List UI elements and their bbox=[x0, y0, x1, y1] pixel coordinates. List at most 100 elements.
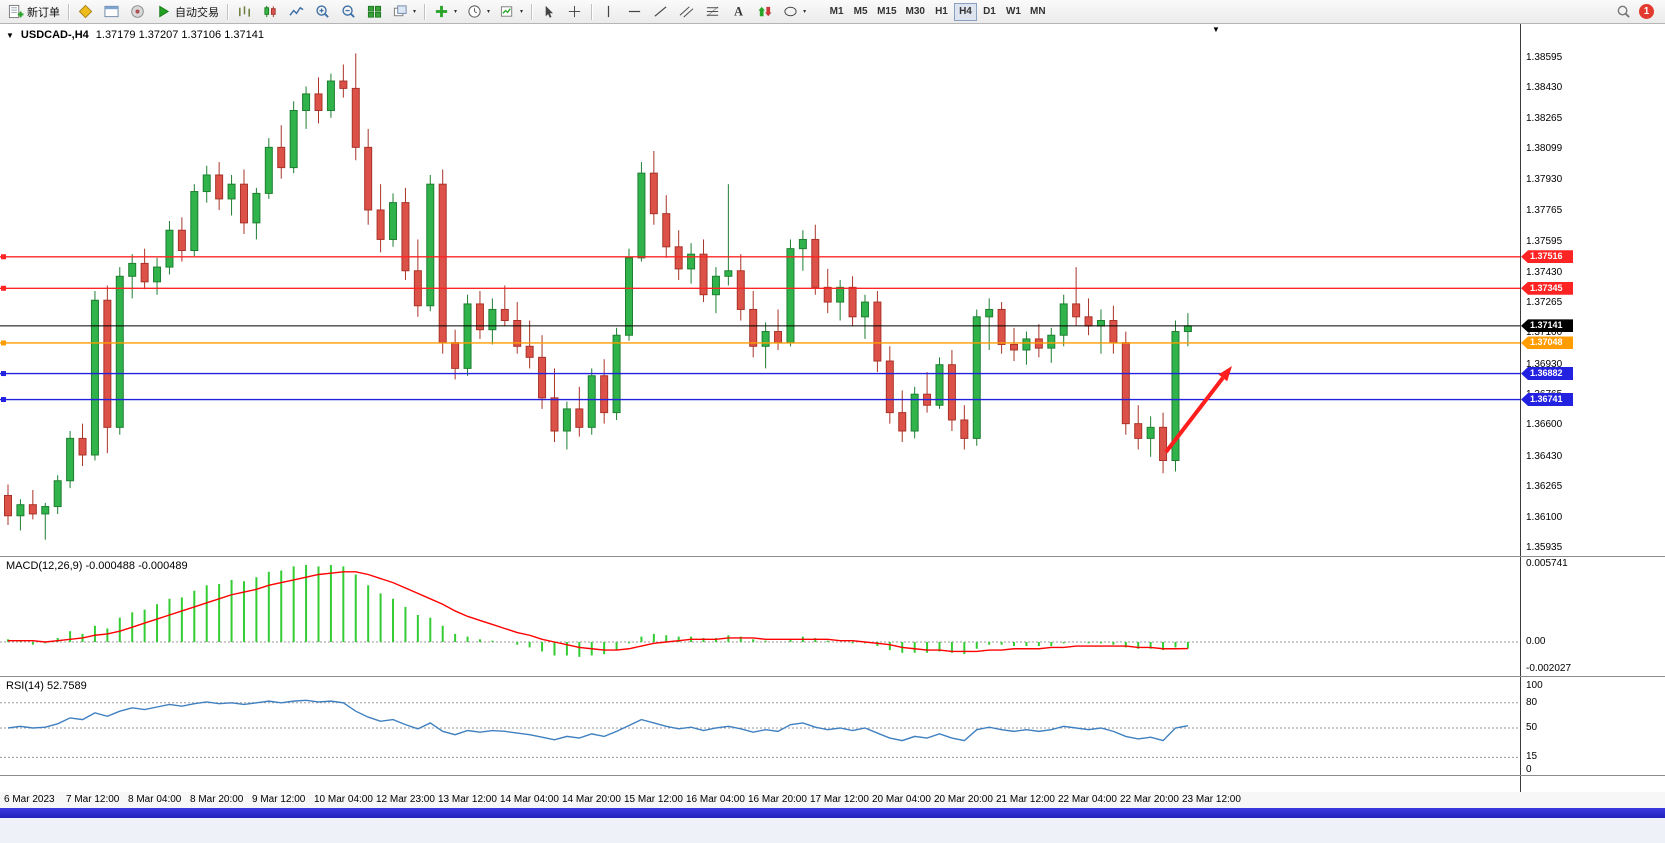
price-tick-label: 1.37765 bbox=[1526, 204, 1563, 216]
macd-panel[interactable] bbox=[0, 557, 1520, 676]
price-tag[interactable]: 1.37048 bbox=[1521, 336, 1573, 350]
trendline-button[interactable] bbox=[648, 1, 673, 22]
horizontal-lines[interactable] bbox=[0, 254, 1520, 403]
price-tag[interactable]: 1.37141 bbox=[1521, 319, 1573, 333]
cursor-button[interactable] bbox=[536, 1, 561, 22]
auto-trading-label: 自动交易 bbox=[175, 6, 219, 19]
price-tag[interactable]: 1.37516 bbox=[1521, 250, 1573, 264]
macd-label: MACD(12,26,9) -0.000488 -0.000489 bbox=[6, 560, 188, 572]
price-tick-label: 1.37265 bbox=[1526, 296, 1563, 308]
toolbar-separator bbox=[424, 3, 426, 20]
panel-separator[interactable] bbox=[0, 556, 1665, 557]
timeframe-button-M5[interactable]: M5 bbox=[849, 3, 872, 21]
crosshair-icon bbox=[568, 5, 581, 18]
timeframe-button-M1[interactable]: M1 bbox=[825, 3, 848, 21]
time-axis-label: 23 Mar 12:00 bbox=[1182, 794, 1241, 805]
templates-icon bbox=[500, 6, 513, 17]
fibonacci-button[interactable] bbox=[700, 1, 725, 22]
rsi-axis-label: 15 bbox=[1526, 751, 1538, 763]
price-tag[interactable]: 1.36741 bbox=[1521, 393, 1573, 407]
time-axis-label: 13 Mar 12:00 bbox=[438, 794, 497, 805]
indicators-button[interactable]: ▾ bbox=[429, 1, 461, 22]
timeframe-button-M15[interactable]: M15 bbox=[873, 3, 900, 21]
market-watch-button[interactable] bbox=[73, 1, 98, 22]
timeframe-toolbar: M1 M5 M15 M30 H1 H4 D1 W1 MN bbox=[825, 2, 1050, 21]
chart-header: ▼ USDCAD-,H4 1.37179 1.37207 1.37106 1.3… bbox=[6, 29, 264, 41]
timeframe-button-H4[interactable]: H4 bbox=[953, 2, 977, 21]
dropdown-caret-icon: ▾ bbox=[413, 9, 417, 15]
fibonacci-icon bbox=[706, 6, 719, 17]
channel-button[interactable] bbox=[674, 1, 699, 22]
add-indicator-icon bbox=[435, 5, 448, 18]
time-axis[interactable]: 6 Mar 2023 7 Mar 12:00 8 Mar 04:00 8 Mar 20… bbox=[0, 792, 1665, 808]
timeframe-button-MN[interactable]: MN bbox=[1026, 3, 1050, 21]
toolbar-separator bbox=[531, 3, 533, 20]
data-window-icon bbox=[104, 5, 119, 18]
new-order-icon bbox=[8, 4, 24, 19]
data-window-button[interactable] bbox=[99, 1, 124, 22]
auto-trading-button[interactable]: 自动交易 bbox=[151, 1, 223, 22]
arrows-icon bbox=[758, 6, 772, 17]
tile-windows-button[interactable] bbox=[362, 1, 387, 22]
horizontal-line-icon bbox=[628, 10, 641, 13]
line-chart-button[interactable] bbox=[284, 1, 309, 22]
zoom-in-icon bbox=[316, 5, 329, 18]
chart-area: ▼ USDCAD-,H4 1.37179 1.37207 1.37106 1.3… bbox=[0, 24, 1665, 792]
time-axis-label: 21 Mar 12:00 bbox=[996, 794, 1055, 805]
candlestick-chart-button[interactable] bbox=[258, 1, 283, 22]
arrange-windows-button[interactable]: ▾ bbox=[388, 1, 420, 22]
time-axis-label: 14 Mar 20:00 bbox=[562, 794, 621, 805]
time-axis-label: 10 Mar 04:00 bbox=[314, 794, 373, 805]
timeframe-button-H1[interactable]: H1 bbox=[930, 3, 953, 21]
price-tick-label: 1.37430 bbox=[1526, 266, 1563, 278]
price-tick-label: 1.37930 bbox=[1526, 174, 1563, 186]
price-tick-label: 1.36600 bbox=[1526, 419, 1563, 431]
trendline-icon bbox=[654, 6, 667, 17]
zoom-out-button[interactable] bbox=[336, 1, 361, 22]
status-bar bbox=[0, 808, 1665, 818]
rsi-axis-label: 100 bbox=[1526, 680, 1543, 691]
rsi-panel[interactable] bbox=[0, 677, 1520, 775]
text-icon: A bbox=[734, 5, 743, 19]
new-order-button[interactable]: 新订单 bbox=[3, 1, 64, 22]
time-axis-label: 16 Mar 04:00 bbox=[686, 794, 745, 805]
timeframe-button-W1[interactable]: W1 bbox=[1002, 3, 1025, 21]
price-tag[interactable]: 1.36882 bbox=[1521, 367, 1573, 381]
arrows-button[interactable] bbox=[752, 1, 777, 22]
candlestick-chart[interactable] bbox=[0, 24, 1520, 556]
price-tick-label: 1.36765 bbox=[1526, 389, 1563, 401]
panel-separator[interactable] bbox=[0, 775, 1665, 776]
shapes-button[interactable]: ▾ bbox=[778, 1, 810, 22]
text-button[interactable]: A bbox=[726, 1, 751, 22]
macd-axis-label: -0.002027 bbox=[1526, 663, 1572, 675]
crosshair-button[interactable] bbox=[562, 1, 587, 22]
notification-badge[interactable]: 1 bbox=[1639, 4, 1654, 19]
timeframe-button-D1[interactable]: D1 bbox=[978, 3, 1001, 21]
macd-signal-line bbox=[8, 571, 1188, 653]
time-axis-label: 20 Mar 20:00 bbox=[934, 794, 993, 805]
zoom-in-button[interactable] bbox=[310, 1, 335, 22]
navigator-button[interactable] bbox=[125, 1, 150, 22]
bar-chart-button[interactable] bbox=[232, 1, 257, 22]
chart-shift-marker[interactable]: ▼ bbox=[1212, 25, 1220, 34]
trend-arrow[interactable] bbox=[1164, 366, 1232, 454]
timeframe-button-M30[interactable]: M30 bbox=[902, 3, 929, 21]
time-axis-label: 6 Mar 2023 bbox=[4, 794, 55, 805]
panel-separator[interactable] bbox=[0, 676, 1665, 677]
rsi-axis-label: 80 bbox=[1526, 696, 1538, 708]
templates-button[interactable]: ▾ bbox=[495, 1, 527, 22]
vertical-line-button[interactable] bbox=[596, 1, 621, 22]
symbol-dropdown-icon[interactable]: ▼ bbox=[6, 30, 14, 40]
dropdown-caret-icon: ▾ bbox=[803, 9, 807, 15]
periods-button[interactable]: ▾ bbox=[462, 1, 494, 22]
price-tick-label: 1.35935 bbox=[1526, 541, 1563, 553]
price-tag[interactable]: 1.37345 bbox=[1521, 281, 1573, 295]
horizontal-line-button[interactable] bbox=[622, 1, 647, 22]
price-tick-label: 1.37595 bbox=[1526, 236, 1563, 248]
new-order-label: 新订单 bbox=[27, 6, 60, 19]
arrange-windows-icon bbox=[393, 5, 407, 17]
macd-axis-label: 0.005741 bbox=[1526, 558, 1568, 570]
price-tick-label: 1.38595 bbox=[1526, 52, 1563, 63]
search-icon[interactable] bbox=[1615, 4, 1632, 19]
rsi-axis-label: 50 bbox=[1526, 722, 1538, 733]
